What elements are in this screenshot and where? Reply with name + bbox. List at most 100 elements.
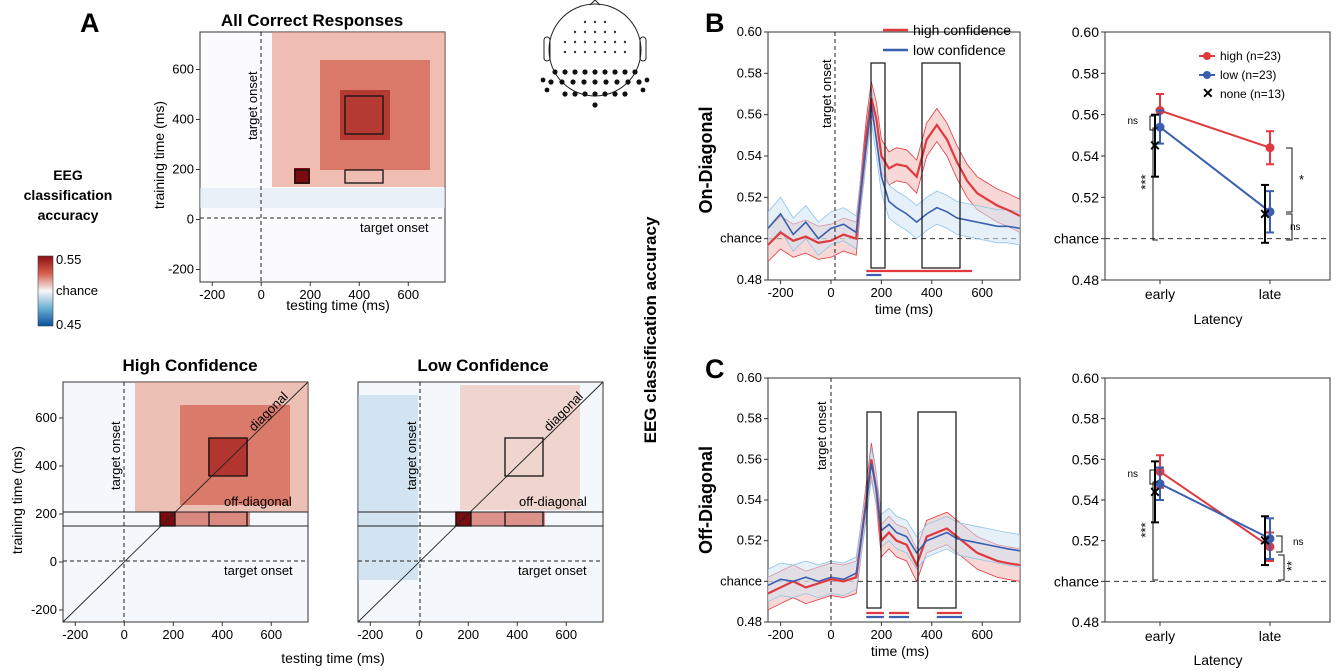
stat-label: ns (1127, 116, 1138, 127)
x-tick-label: late (1259, 286, 1282, 302)
heatmap-low-blue-left (358, 395, 418, 580)
y-tick-label: 0.58 (1072, 411, 1099, 427)
electrode-selected-dot (625, 79, 631, 85)
colorbar-title-1: EEG (53, 167, 83, 183)
electrode-selected-dot (622, 69, 628, 75)
heatmap-all-offdiag-box (344, 169, 384, 184)
heatmap-high-peak (208, 438, 248, 476)
electrode-selected-dot (570, 79, 576, 85)
heatmap-low-activity (460, 385, 580, 510)
panel-label-b: B (705, 8, 725, 38)
x-tick-label: 0 (121, 627, 128, 642)
low-latency-line (1159, 126, 1271, 213)
lineplot-c-xlabel: time (ms) (871, 643, 929, 659)
heatmap-bottom-xlabel: testing time (ms) (281, 650, 384, 666)
electrode-selected-dot (552, 69, 558, 75)
electrode-small-dot (563, 50, 567, 54)
lineplot-b-series (768, 81, 1020, 262)
latency-b-legend: high (n=23) low (n=23) ✕ none (n=13) (1199, 49, 1285, 101)
heatmap-low-early-box (455, 511, 472, 527)
x-tick-label: 400 (348, 287, 370, 302)
stat-bracket (1276, 535, 1283, 553)
y-tick-label: 0.48 (1072, 272, 1099, 288)
x-tick-label: late (1259, 628, 1282, 644)
electrode-selected-dot (562, 91, 568, 97)
heatmap-all-ylabel: training time (ms) (151, 101, 167, 209)
low-confidence-band (768, 447, 1020, 602)
electrode-selected-dot (572, 69, 578, 75)
electrode-small-dot (593, 20, 597, 24)
y-tick-label: 0.48 (737, 614, 762, 629)
heatmap-low-offdiag-label: off-diagonal (519, 494, 587, 509)
none-marker: ✕ (1149, 484, 1161, 500)
head-ear-right (639, 36, 647, 62)
y-tick-label: 0.52 (1072, 533, 1099, 549)
lineplot-b-late-window (921, 62, 961, 269)
head-ear-left (543, 36, 551, 62)
heatmap-low-title: Low Confidence (417, 356, 548, 375)
stat-bracket (1152, 481, 1158, 581)
panel-label-a: A (80, 8, 100, 38)
electrode-selected-dot (548, 79, 554, 85)
lineplot-b-onset-label: target onset (819, 59, 834, 128)
electrode-selected-dot (592, 102, 598, 108)
electrode-selected-dot (592, 69, 598, 75)
y-tick-label: 0.48 (737, 272, 762, 287)
y-tick-label: 0.58 (737, 411, 762, 426)
heatmap-all-onset-label-v: target onset (245, 71, 260, 140)
heatmap-high-offdiag-box (208, 511, 248, 527)
latency-b-frame (1104, 31, 1331, 281)
x-tick-label: 0 (258, 287, 265, 302)
low-point (1265, 207, 1275, 217)
y-tick-label: -200 (168, 262, 194, 277)
x-tick-label: early (1145, 286, 1175, 302)
heatmap-low-offdiag-band (455, 512, 545, 526)
electrode-selected-dot (612, 69, 618, 75)
y-tick-label: chance (720, 231, 762, 246)
latency-b-xlabel: Latency (1193, 311, 1242, 327)
heatmap-all-title: All Correct Responses (221, 11, 403, 30)
latency-legend-low-dot (1203, 71, 1211, 79)
heatmap-all-ticks: -200 0 200 400 600 600 400 200 0 -200 (168, 62, 419, 303)
electrode-selected-dot (603, 79, 609, 85)
x-tick-label: 400 (921, 285, 943, 300)
latency-b-marks: ✕✕ns*** *ns (1105, 93, 1330, 244)
electrode-selected-dot (640, 87, 646, 93)
heatmap-all-xlabel: testing time (ms) (286, 297, 389, 313)
y-tick-label: chance (720, 573, 762, 588)
latency-c-frame (1104, 377, 1331, 623)
y-tick-label: 0.54 (1072, 492, 1099, 508)
low-latency-line (1159, 482, 1271, 540)
y-tick-label: -200 (31, 602, 57, 617)
electrode-small-dot (583, 40, 587, 44)
y-tick-label: 0.60 (737, 24, 762, 39)
y-tick-label: 0.56 (1072, 107, 1099, 123)
lineplot-c-ticks: -200 0 200 400 600 0.60 0.58 0.56 0.54 0.52 chance… (720, 370, 993, 642)
none-marker: ✕ (1149, 138, 1161, 154)
y-tick-label: 0.60 (1072, 24, 1099, 40)
latency-c-marks: ✕ ✕ ns *** ns ** (1105, 454, 1330, 582)
y-tick-label: 0.58 (737, 65, 762, 80)
latency-legend-none-marker: ✕ (1202, 85, 1214, 101)
electrode-small-dot (623, 40, 627, 44)
row-label-off-diagonal: Off-Diagonal (696, 446, 716, 554)
electrode-selected-dot (592, 91, 598, 97)
x-tick-label: 400 (211, 627, 233, 642)
x-tick-label: 200 (299, 287, 321, 302)
latency-legend-none-label: none (n=13) (1220, 87, 1285, 101)
latency-plot-on-diagonal: ✕✕ns*** *ns high (n=23) low (n=23) ✕ none… (1054, 24, 1331, 327)
y-tick-label: 0.56 (737, 107, 762, 122)
low-band-lower (768, 120, 1020, 256)
low-point (1155, 479, 1165, 489)
lineplot-b-early-window (870, 62, 886, 269)
heatmap-high-confidence: High Confidence target onset target onse… (9, 356, 309, 642)
latency-plot-off-diagonal: ✕ ✕ ns *** ns ** Latency early late 0.60 0.58 0.5… (1054, 370, 1331, 668)
y-tick-label: chance (1054, 231, 1099, 247)
electrode-selected-dot (612, 91, 618, 97)
stat-bracket (1278, 554, 1285, 581)
x-tick-label: 0 (827, 627, 834, 642)
x-tick-label: 200 (871, 285, 893, 300)
electrode-small-dot (593, 50, 597, 54)
heatmap-all-early-box (294, 169, 310, 184)
stat-bracket (1286, 147, 1293, 213)
